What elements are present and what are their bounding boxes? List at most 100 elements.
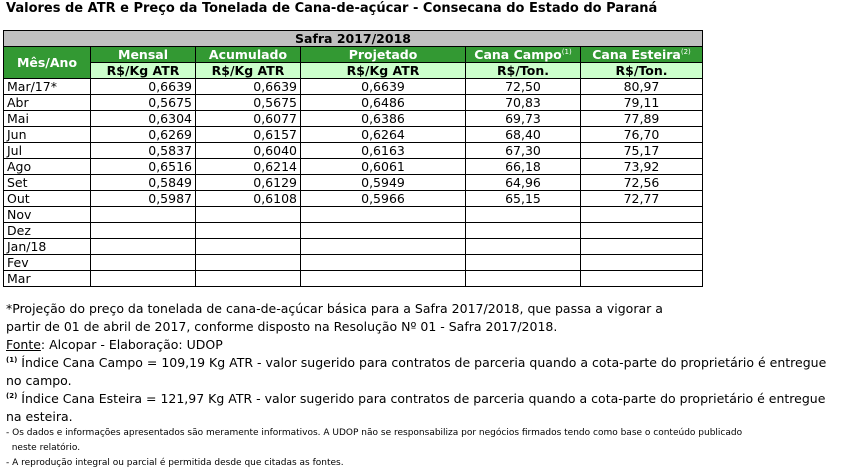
cell-projetado: 0,6639 [300,78,466,95]
disclaimer-1a: - Os dados e informações apresentados sã… [6,428,743,438]
cell-acumulado: 0,6157 [195,126,301,143]
cell-projetado: 0,6163 [300,142,466,159]
cell-projetado: 0,6486 [300,94,466,111]
cell-mensal [90,238,196,255]
cell-acumulado: 0,6639 [195,78,301,95]
cell-mes: Ago [3,158,91,175]
cell-acumulado: 0,6214 [195,158,301,175]
cell-projetado [300,270,466,287]
cell-mensal: 0,6516 [90,158,196,175]
table-row: Mar/17* 0,6639 0,6639 0,6639 72,50 80,97 [3,78,703,95]
table-row: Mai 0,6304 0,6077 0,6386 69,73 77,89 [3,110,703,127]
cell-mes: Mar/17* [3,78,91,95]
footnote-1-marker: (1) [561,47,572,56]
fonte-note: Fonte: Alcopar - Elaboração: UDOP [6,337,223,352]
cell-mes: Dez [3,222,91,239]
atr-price-table: Safra 2017/2018 Mês/Ano Mensal Acumulado… [3,30,703,287]
footnote-1: (1) Índice Cana Campo = 109,19 Kg ATR - … [6,355,827,388]
cell-cana-esteira: 80,97 [580,78,703,95]
table-row: Dez [3,222,703,239]
cell-cana-campo [465,238,581,255]
cell-projetado [300,238,466,255]
cell-acumulado [195,238,301,255]
cell-mensal: 0,5837 [90,142,196,159]
cell-cana-campo: 68,40 [465,126,581,143]
cell-cana-esteira: 72,56 [580,174,703,191]
disclaimer-1b: neste relatório. [6,443,81,453]
header-projetado: Projetado [300,46,466,63]
table-row: Out 0,5987 0,6108 0,5966 65,15 72,77 [3,190,703,207]
cell-cana-campo [465,270,581,287]
cell-projetado [300,206,466,223]
cell-mensal: 0,6304 [90,110,196,127]
footnote-2-marker: (2) [680,47,691,56]
unit-acumulado: R$/Kg ATR [195,62,301,79]
projecao-note-line1: *Projeção do preço da tonelada de cana-d… [6,301,663,316]
cell-mensal: 0,6639 [90,78,196,95]
cell-cana-campo: 72,50 [465,78,581,95]
unit-cana-campo: R$/Ton. [465,62,581,79]
notes-section: *Projeção do preço da tonelada de cana-d… [6,300,841,471]
projecao-note-line2: partir de 01 de abril de 2017, conforme … [6,319,558,334]
cell-projetado [300,222,466,239]
cell-mes: Set [3,174,91,191]
header-mensal: Mensal [90,46,196,63]
cell-acumulado: 0,6129 [195,174,301,191]
cell-cana-esteira: 77,89 [580,110,703,127]
cell-acumulado [195,254,301,271]
cell-projetado: 0,6264 [300,126,466,143]
cell-mes: Jul [3,142,91,159]
cell-acumulado [195,222,301,239]
cell-cana-campo: 65,15 [465,190,581,207]
table-row: Set 0,5849 0,6129 0,5949 64,96 72,56 [3,174,703,191]
cell-cana-campo: 64,96 [465,174,581,191]
cell-cana-campo: 66,18 [465,158,581,175]
header-cana-campo: Cana Campo(1) [465,46,581,63]
table-row: Fev [3,254,703,271]
cell-cana-campo: 69,73 [465,110,581,127]
cell-mensal: 0,5849 [90,174,196,191]
cell-cana-esteira: 79,11 [580,94,703,111]
table-row: Mar [3,270,703,287]
cell-mes: Abr [3,94,91,111]
cell-mensal [90,270,196,287]
cell-mes: Jan/18 [3,238,91,255]
table-row: Nov [3,206,703,223]
cell-mensal: 0,5987 [90,190,196,207]
cell-mensal: 0,6269 [90,126,196,143]
fonte-label: Fonte [6,337,41,352]
cell-acumulado: 0,5675 [195,94,301,111]
table-row: Ago 0,6516 0,6214 0,6061 66,18 73,92 [3,158,703,175]
cell-cana-campo [465,206,581,223]
footnote-2: (2) Índice Cana Esteira = 121,97 Kg ATR … [6,391,826,424]
cell-mes: Jun [3,126,91,143]
table-row: Abr 0,5675 0,5675 0,6486 70,83 79,11 [3,94,703,111]
cell-projetado: 0,5966 [300,190,466,207]
unit-projetado: R$/Kg ATR [300,62,466,79]
cell-mensal [90,222,196,239]
table-row: Jun 0,6269 0,6157 0,6264 68,40 76,70 [3,126,703,143]
cell-cana-esteira [580,270,703,287]
cell-acumulado: 0,6077 [195,110,301,127]
header-cana-esteira: Cana Esteira(2) [580,46,703,63]
cell-mes: Nov [3,206,91,223]
table-row: Jan/18 [3,238,703,255]
unit-mensal: R$/Kg ATR [90,62,196,79]
cell-cana-esteira: 76,70 [580,126,703,143]
cell-projetado: 0,5949 [300,174,466,191]
cell-projetado [300,254,466,271]
cell-mes: Out [3,190,91,207]
page-title: Valores de ATR e Preço da Tonelada de Ca… [6,1,658,16]
cell-cana-esteira [580,254,703,271]
units-row: R$/Kg ATR R$/Kg ATR R$/Kg ATR R$/Ton. R$… [4,62,703,79]
cell-projetado: 0,6386 [300,110,466,127]
cell-cana-esteira [580,206,703,223]
header-row: Mês/Ano Mensal Acumulado Projetado Cana … [3,46,703,79]
cell-mes: Fev [3,254,91,271]
table-body: Mar/17* 0,6639 0,6639 0,6639 72,50 80,97 Abr 0,… [3,78,703,287]
table-row: Jul 0,5837 0,6040 0,6163 67,30 75,17 [3,142,703,159]
unit-cana-esteira: R$/Ton. [580,62,703,79]
cell-cana-esteira: 72,77 [580,190,703,207]
cell-cana-campo: 70,83 [465,94,581,111]
cell-cana-esteira [580,238,703,255]
